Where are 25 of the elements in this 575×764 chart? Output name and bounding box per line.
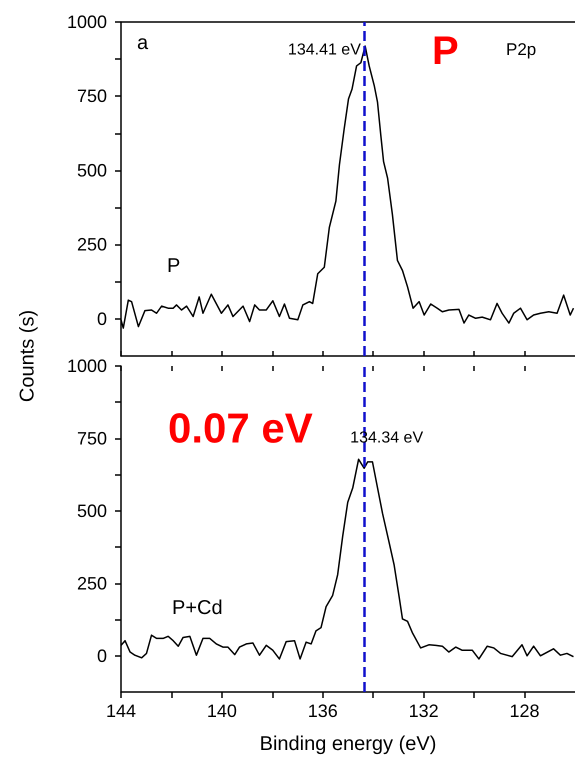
y-tick-label: 500 <box>76 500 107 521</box>
y-axis-title: Counts (s) <box>16 310 40 402</box>
annotation: P2p <box>506 40 536 59</box>
y-tick-label: 500 <box>76 160 107 180</box>
series-label: P+Cd <box>172 597 223 619</box>
y-tick-label: 750 <box>76 428 107 448</box>
x-axis-title: Binding energy (eV) <box>260 733 436 755</box>
annotation: a <box>137 32 149 54</box>
x-tick-label: 128 <box>510 701 540 721</box>
y-tick-label: 1000 <box>66 12 107 32</box>
y-tick-label: 1000 <box>66 356 107 376</box>
x-tick-label: 132 <box>408 701 439 721</box>
y-tick-label: 250 <box>76 234 107 255</box>
annotation: 134.34 eV <box>350 429 424 446</box>
annotation: P <box>432 29 459 73</box>
x-tick-label: 144 <box>106 701 136 721</box>
x-tick-label: 136 <box>308 701 338 721</box>
y-tick-label: 0 <box>96 646 107 666</box>
x-tick-label: 140 <box>206 701 237 721</box>
y-tick-label: 250 <box>76 573 107 594</box>
series-label: P <box>167 255 180 277</box>
annotation: 0.07 eV <box>168 404 313 452</box>
y-tick-label: 750 <box>76 86 107 106</box>
annotation: 134.41 eV <box>288 42 362 59</box>
y-tick-label: 0 <box>96 308 107 329</box>
